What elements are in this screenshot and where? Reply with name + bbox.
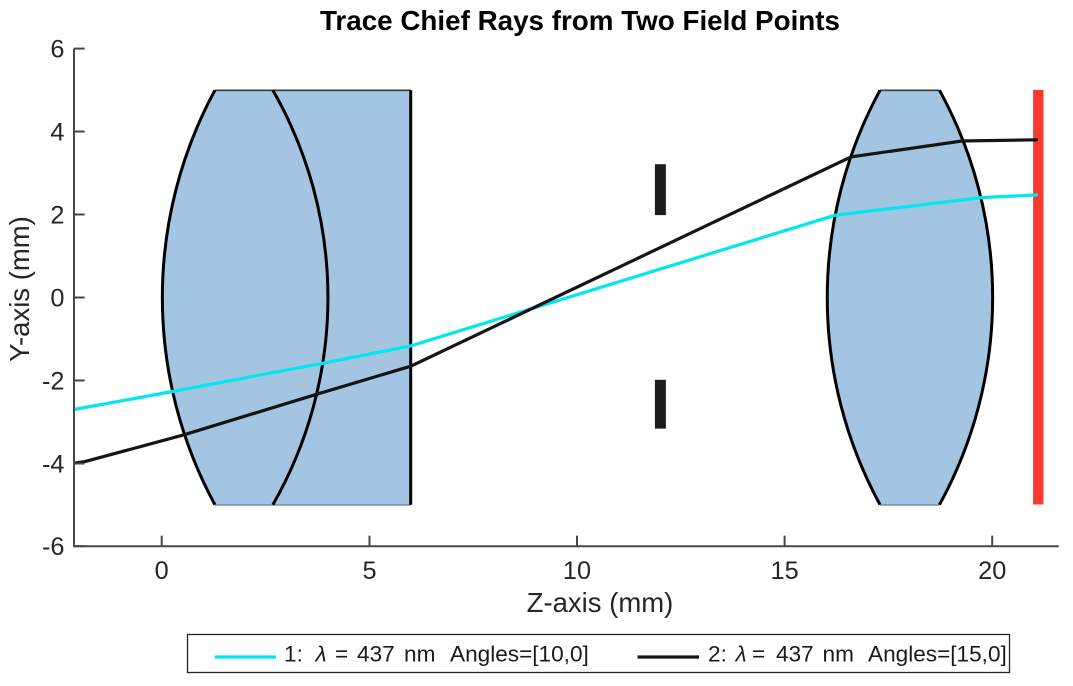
svg-text:2: 2 [50, 201, 64, 229]
svg-text:10: 10 [563, 557, 591, 585]
svg-text:Angles=[10,0]: Angles=[10,0] [450, 642, 589, 667]
svg-text:λ: λ [314, 642, 327, 667]
svg-text:0: 0 [155, 557, 169, 585]
svg-text:-4: -4 [42, 450, 65, 478]
svg-text:Trace Chief Rays from Two Fiel: Trace Chief Rays from Two Field Points [320, 5, 840, 36]
svg-text:=: = [752, 642, 765, 667]
svg-text:0: 0 [50, 284, 64, 312]
svg-text:4: 4 [50, 118, 64, 146]
svg-text:437: 437 [776, 642, 814, 667]
svg-text:5: 5 [362, 557, 376, 585]
svg-text:λ: λ [734, 642, 747, 667]
svg-text:15: 15 [771, 557, 799, 585]
svg-text:1:: 1: [284, 642, 303, 667]
svg-text:Z-axis (mm): Z-axis (mm) [527, 587, 674, 618]
svg-text:-2: -2 [42, 367, 65, 395]
svg-text:nm: nm [404, 642, 435, 667]
svg-text:20: 20 [978, 557, 1006, 585]
svg-text:-6: -6 [42, 533, 65, 561]
svg-text:2:: 2: [708, 642, 727, 667]
svg-text:6: 6 [50, 35, 64, 63]
svg-text:Angles=[15,0]: Angles=[15,0] [868, 642, 1007, 667]
svg-text:nm: nm [823, 642, 854, 667]
svg-text:Y-axis (mm): Y-axis (mm) [4, 216, 35, 362]
svg-text:=: = [335, 642, 348, 667]
svg-text:437: 437 [357, 642, 395, 667]
